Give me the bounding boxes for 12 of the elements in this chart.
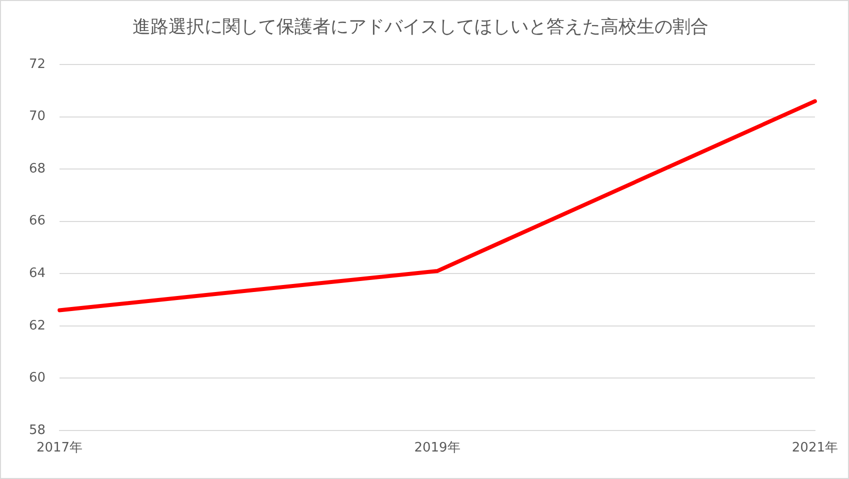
y-tick-label: 68 — [28, 161, 46, 176]
x-tick-label: 2019年 — [414, 440, 460, 456]
chart-title: 進路選択に関して保護者にアドバイスしてほしいと答えた高校生の割合 — [132, 16, 708, 38]
y-tick-label: 66 — [28, 214, 46, 229]
y-tick-label: 62 — [28, 318, 46, 334]
x-tick-label: 2021年 — [792, 440, 838, 456]
y-tick-label: 64 — [28, 266, 46, 282]
y-tick-label: 58 — [28, 422, 46, 438]
y-tick-label: 70 — [28, 109, 46, 124]
x-tick-label: 2017年 — [36, 440, 83, 456]
y-tick-label: 60 — [28, 370, 46, 386]
y-tick-label: 72 — [28, 56, 46, 72]
